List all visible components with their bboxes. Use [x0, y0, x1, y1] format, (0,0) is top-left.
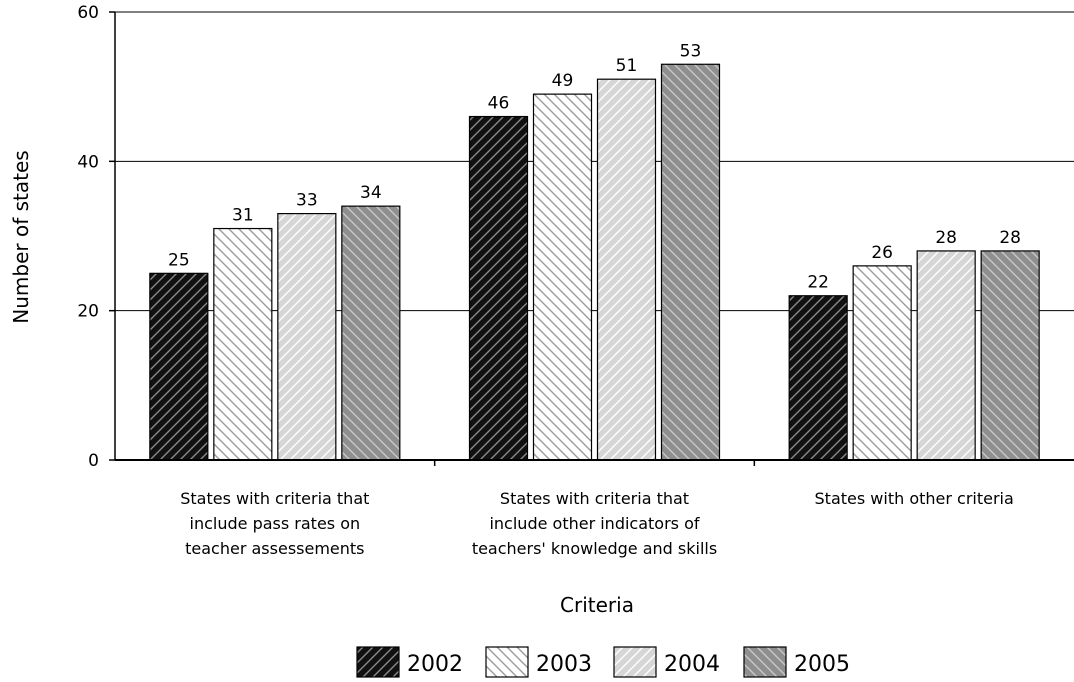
- bar-2005: [980, 250, 1040, 461]
- axes: 0 20 40 60 States with criteria that include …: [77, 3, 1074, 558]
- legend-swatch: [743, 646, 787, 678]
- bar-2005: [660, 63, 721, 461]
- legend-swatch: [485, 646, 529, 678]
- y-tick-label: 40: [77, 152, 99, 172]
- data-label: 28: [935, 228, 957, 248]
- legend-item-2005: 2005: [743, 646, 850, 678]
- bar-2002: [788, 295, 848, 461]
- legend-label: 2002: [407, 652, 463, 677]
- bar-2002: [468, 115, 529, 461]
- data-label: 33: [296, 191, 318, 211]
- legend-swatch: [613, 646, 657, 678]
- bar-2004: [277, 213, 337, 461]
- legend-label: 2003: [536, 652, 592, 677]
- category-label: States with criteria that include other i…: [472, 489, 717, 558]
- y-tick-label: 20: [77, 302, 99, 322]
- legend-label: 2004: [664, 652, 720, 677]
- legend-item-2002: 2002: [356, 646, 463, 678]
- legend-item-2003: 2003: [485, 646, 592, 678]
- y-axis-title: Number of states: [9, 150, 33, 323]
- bar-2002: [149, 272, 209, 461]
- legend: 2002 2003 2004 2005: [356, 646, 850, 678]
- x-axis-title: Criteria: [560, 593, 634, 617]
- data-label: 53: [680, 41, 702, 61]
- category-label: States with other criteria: [815, 489, 1014, 508]
- data-label: 26: [871, 243, 893, 263]
- y-tick-label: 60: [77, 3, 99, 23]
- data-label: 22: [807, 273, 829, 293]
- bar-2003: [852, 265, 912, 461]
- data-label: 25: [168, 250, 190, 270]
- legend-item-2004: 2004: [613, 646, 720, 678]
- y-tick-label: 0: [88, 451, 99, 471]
- bar-2004: [916, 250, 976, 461]
- data-label: 34: [360, 183, 382, 203]
- legend-label: 2005: [794, 652, 850, 677]
- bar-2005: [341, 205, 401, 461]
- gridlines: [115, 11, 1074, 312]
- bar-2004: [596, 78, 657, 461]
- bars: [149, 63, 1040, 461]
- legend-swatch: [356, 646, 400, 678]
- data-label: 49: [552, 71, 574, 91]
- data-label: 51: [616, 56, 638, 76]
- data-label: 28: [999, 228, 1021, 248]
- bar-2003: [213, 227, 273, 461]
- data-labels: 25 31 33 34 46 49 51 53 22 26 28 28: [168, 41, 1021, 292]
- data-label: 46: [488, 94, 510, 114]
- data-label: 31: [232, 206, 254, 226]
- category-label: States with criteria that include pass ra…: [180, 489, 369, 558]
- bar-2003: [532, 93, 593, 461]
